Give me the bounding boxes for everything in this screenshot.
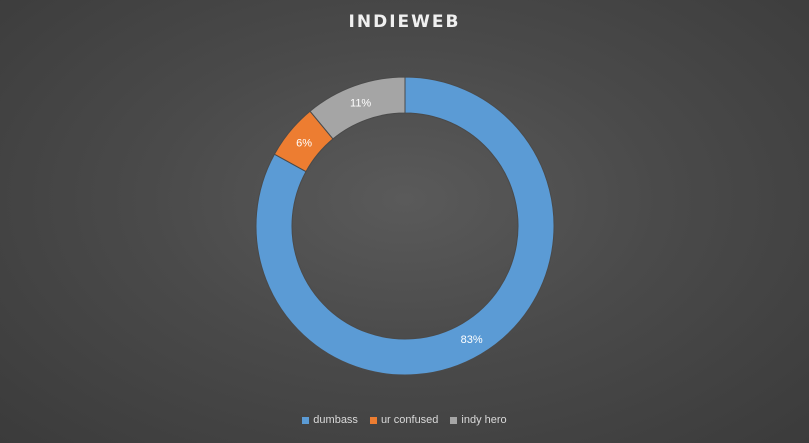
legend: dumbass ur confused indy hero — [0, 414, 809, 426]
legend-item-indy-hero: indy hero — [450, 414, 507, 426]
legend-item-ur-confused: ur confused — [369, 414, 439, 426]
slice-label-indy-hero: 11% — [350, 98, 371, 110]
legend-swatch-dumbass — [302, 416, 310, 424]
chart-title: INDIEWEB — [348, 12, 461, 32]
legend-label-ur-confused: ur confused — [380, 414, 439, 426]
legend-label-indy-hero: indy hero — [461, 414, 507, 426]
legend-swatch-ur-confused — [369, 416, 377, 424]
slice-label-ur-confused: 6% — [296, 137, 312, 149]
legend-label-dumbass: dumbass — [313, 414, 358, 426]
legend-item-dumbass: dumbass — [302, 414, 358, 426]
slice-dumbass — [255, 76, 555, 376]
legend-swatch-indy-hero — [450, 416, 458, 424]
slice-indy-hero — [309, 76, 406, 140]
slice-label-dumbass: 83% — [461, 334, 483, 346]
